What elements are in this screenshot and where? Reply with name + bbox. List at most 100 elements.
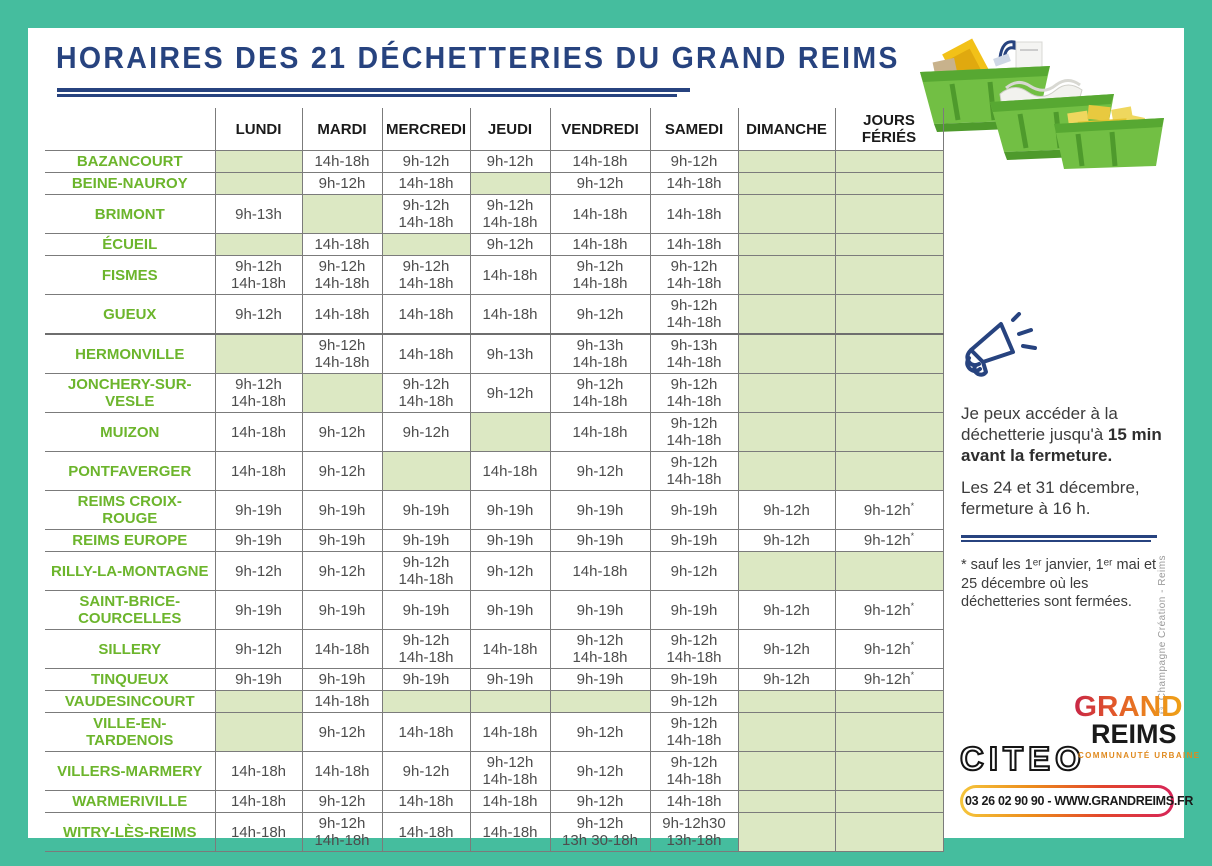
hours-cell: 9h-12h 14h-18h: [549, 629, 651, 669]
dechetterie-name: BAZANCOURT: [45, 150, 216, 173]
december-notice: Les 24 et 31 décembre, fermeture à 16 h.: [961, 478, 1140, 519]
dechetterie-name: REIMS CROIX-ROUGE: [45, 490, 216, 530]
hours-cell: 14h-18h: [301, 294, 383, 335]
table-row: REIMS CROIX-ROUGE 9h-19h 9h-19h 9h-19h 9h-19…: [45, 490, 944, 530]
hours-cell: 9h-12h: [549, 712, 651, 752]
page-title: HORAIRES DES 21 DÉCHETTERIES DU GRAND RE…: [56, 40, 900, 75]
hours-cell: 9h-19h: [381, 668, 471, 691]
hours-cell: 14h-18h: [549, 194, 651, 234]
hours-cell: 14h-18h: [469, 294, 551, 335]
grand-reims-logo-reims: REIMS: [1091, 718, 1177, 749]
closed-cell: [834, 294, 944, 335]
hours-cell: 9h-13h: [214, 194, 303, 234]
closed-cell: [737, 751, 836, 791]
hours-cell: 9h-19h: [301, 490, 383, 530]
hours-cell: 9h-12h*: [834, 668, 944, 691]
hours-cell: 9h-12h 14h-18h: [649, 294, 739, 335]
hours-cell: 9h-12h: [214, 629, 303, 669]
hours-cell: 9h-12h 14h-18h: [469, 751, 551, 791]
hours-cell: 14h-18h: [549, 150, 651, 173]
dechetterie-name: BEINE-NAUROY: [45, 172, 216, 195]
hours-cell: 9h-12h 14h-18h: [381, 551, 471, 591]
hours-cell: 14h-18h: [469, 790, 551, 813]
hours-cell: 14h-18h: [381, 333, 471, 374]
hours-cell: 9h-12h 14h-18h: [381, 194, 471, 234]
hours-cell: 9h-19h: [381, 529, 471, 552]
hours-cell: 9h-12h: [301, 172, 383, 195]
hours-cell: 9h-12h*: [834, 590, 944, 630]
dechetterie-name: SAINT-BRICE-COURCELLES: [45, 590, 216, 630]
table-row: VAUDESINCOURT 14h-18h 9h-12h: [45, 690, 944, 713]
closed-cell: [737, 333, 836, 374]
closed-cell: [737, 194, 836, 234]
hours-cell: 9h-12h: [214, 551, 303, 591]
closed-cell: [737, 294, 836, 335]
hours-cell: 9h-12h: [469, 373, 551, 413]
hours-cell: 14h-18h: [469, 712, 551, 752]
hours-cell: 9h-12h 14h-18h: [301, 333, 383, 374]
hours-cell: 9h-12h: [469, 150, 551, 173]
hours-cell: 14h-18h: [301, 629, 383, 669]
hours-cell: 9h-19h: [469, 490, 551, 530]
day-header: MERCREDI: [381, 108, 471, 151]
hours-cell: 14h-18h: [469, 812, 551, 852]
day-header: VENDREDI: [549, 108, 651, 151]
access-notice: Je peux accéder à la déchetterie jusqu'à…: [961, 403, 1168, 466]
closed-cell: [381, 233, 471, 256]
hours-cell: 9h-12h 14h-18h: [649, 373, 739, 413]
dechetterie-name: RILLY-LA-MONTAGNE: [45, 551, 216, 591]
hours-cell: 9h-12h: [549, 294, 651, 335]
hours-cell: 9h-12h 14h-18h: [549, 373, 651, 413]
table-row: ÉCUEIL 14h-18h 9h-12h 14h-18h 14h-18h: [45, 233, 944, 256]
day-header: JEUDI: [469, 108, 551, 151]
closed-cell: [834, 333, 944, 374]
closed-cell: [834, 712, 944, 752]
closed-cell: [214, 172, 303, 195]
closed-cell: [834, 172, 944, 195]
dechetterie-name: VAUDESINCOURT: [45, 690, 216, 713]
megaphone-icon: [961, 312, 1168, 389]
hours-cell: 9h-12h*: [834, 529, 944, 552]
hours-cell: 9h-12h: [737, 668, 836, 691]
hours-cell: 9h-19h: [469, 668, 551, 691]
hours-cell: 9h-13h 14h-18h: [549, 333, 651, 374]
table-row: SILLERY 9h-12h 14h-18h 9h-12h 14h-18h 14h-18h…: [45, 629, 944, 669]
hours-cell: 9h-12h: [381, 751, 471, 791]
dechetterie-name: REIMS EUROPE: [45, 529, 216, 552]
hours-cell: 9h-12h: [737, 629, 836, 669]
info-sidebar: Je peux accéder à la déchetterie jusqu'à…: [961, 312, 1168, 611]
closed-cell: [214, 690, 303, 713]
closed-cell: [737, 712, 836, 752]
corner-cell: [45, 108, 216, 151]
hours-cell: 14h-18h: [549, 412, 651, 452]
table-row: BAZANCOURT 14h-18h 9h-12h 9h-12h 14h-18h 9h-1…: [45, 150, 944, 173]
sidebar-divider: [961, 535, 1157, 543]
closed-cell: [737, 172, 836, 195]
hours-cell: 9h-19h: [549, 490, 651, 530]
hours-cell: 14h-18h: [649, 790, 739, 813]
table-row: VILLERS-MARMERY 14h-18h 14h-18h 9h-12h 9h-12…: [45, 751, 944, 791]
dechetterie-name: HERMONVILLE: [45, 333, 216, 374]
hours-cell: 9h-12h: [301, 451, 383, 491]
hours-cell: 9h-12h*: [834, 629, 944, 669]
hours-cell: 14h-18h: [469, 629, 551, 669]
table-row: MUIZON 14h-18h 9h-12h 9h-12h 14h-18h 9h-12h 14…: [45, 412, 944, 452]
hours-cell: 9h-19h: [214, 490, 303, 530]
access-notice-text: Je peux accéder à la déchetterie jusqu'à: [961, 404, 1118, 445]
hours-cell: 14h-18h: [469, 451, 551, 491]
hours-cell: 9h-19h: [649, 529, 739, 552]
closed-cell: [214, 712, 303, 752]
hours-cell: 9h-19h: [301, 668, 383, 691]
hours-cell: 9h-12h*: [834, 490, 944, 530]
hours-cell: 9h-12h 14h-18h: [649, 629, 739, 669]
hours-cell: 9h-19h: [214, 590, 303, 630]
closed-cell: [301, 373, 383, 413]
schedule-table: LUNDI MARDI MERCREDI JEUDI VENDREDI SAMEDI DIM…: [45, 108, 944, 852]
dechetterie-name: MUIZON: [45, 412, 216, 452]
hours-cell: 9h-12h: [737, 490, 836, 530]
hours-cell: 9h-12h: [549, 172, 651, 195]
hours-cell: 9h-12h 14h-18h: [214, 373, 303, 413]
hours-cell: 14h-18h: [381, 712, 471, 752]
day-header: LUNDI: [214, 108, 303, 151]
closed-cell: [737, 451, 836, 491]
